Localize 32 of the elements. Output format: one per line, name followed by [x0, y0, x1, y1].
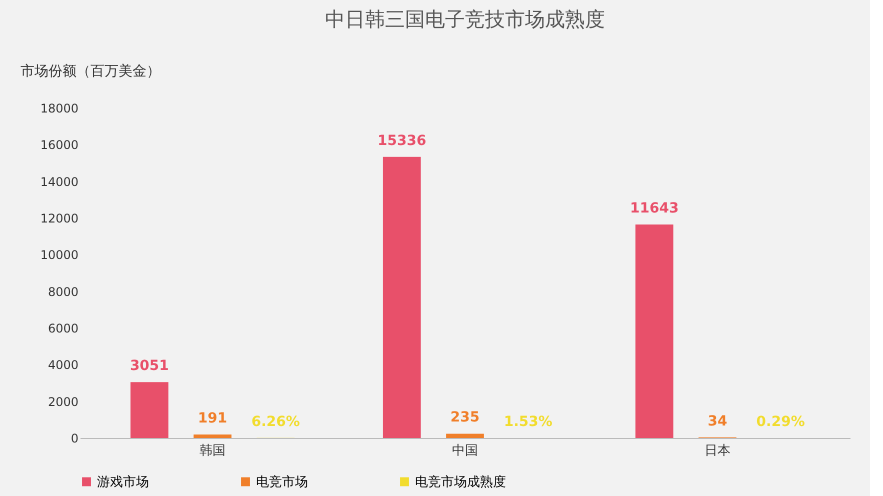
data-label: 0.29%	[756, 414, 805, 430]
bar	[446, 434, 484, 438]
bar	[382, 156, 421, 438]
y-tick-label: 10000	[40, 248, 78, 262]
data-label: 15336	[378, 132, 426, 149]
y-tick-label: 2000	[48, 394, 78, 409]
data-label: 34	[708, 413, 728, 430]
legend-label: 电竞市场	[256, 474, 308, 490]
legend-label: 游戏市场	[97, 474, 149, 490]
y-tick-label: 18000	[40, 102, 78, 116]
x-tick-label: 日本	[704, 444, 730, 458]
data-label: 3051	[130, 358, 169, 374]
bar	[194, 434, 232, 438]
y-tick-label: 0	[70, 432, 78, 446]
data-label: 6.26%	[251, 414, 300, 430]
chart-title: 中日韩三国电子竞技市场成熟度	[325, 7, 605, 31]
data-label: 235	[450, 410, 480, 426]
y-tick-label: 6000	[48, 322, 78, 336]
data-label: 1.53%	[504, 414, 552, 430]
y-axis-title: 市场份额（百万美金）	[20, 64, 160, 80]
data-label: 11643	[630, 200, 679, 217]
data-label: 191	[198, 410, 228, 426]
y-tick-label: 12000	[40, 212, 78, 226]
x-tick-label: 中国	[452, 444, 478, 458]
y-tick-label: 4000	[48, 358, 78, 372]
y-tick-label: 8000	[48, 284, 78, 299]
y-tick-label: 16000	[40, 138, 78, 152]
bar	[635, 224, 674, 438]
legend-label: 电竞市场成熟度	[415, 474, 506, 490]
y-tick-label: 14000	[40, 174, 78, 189]
bar	[130, 382, 168, 438]
x-tick-label: 韩国	[200, 444, 226, 458]
